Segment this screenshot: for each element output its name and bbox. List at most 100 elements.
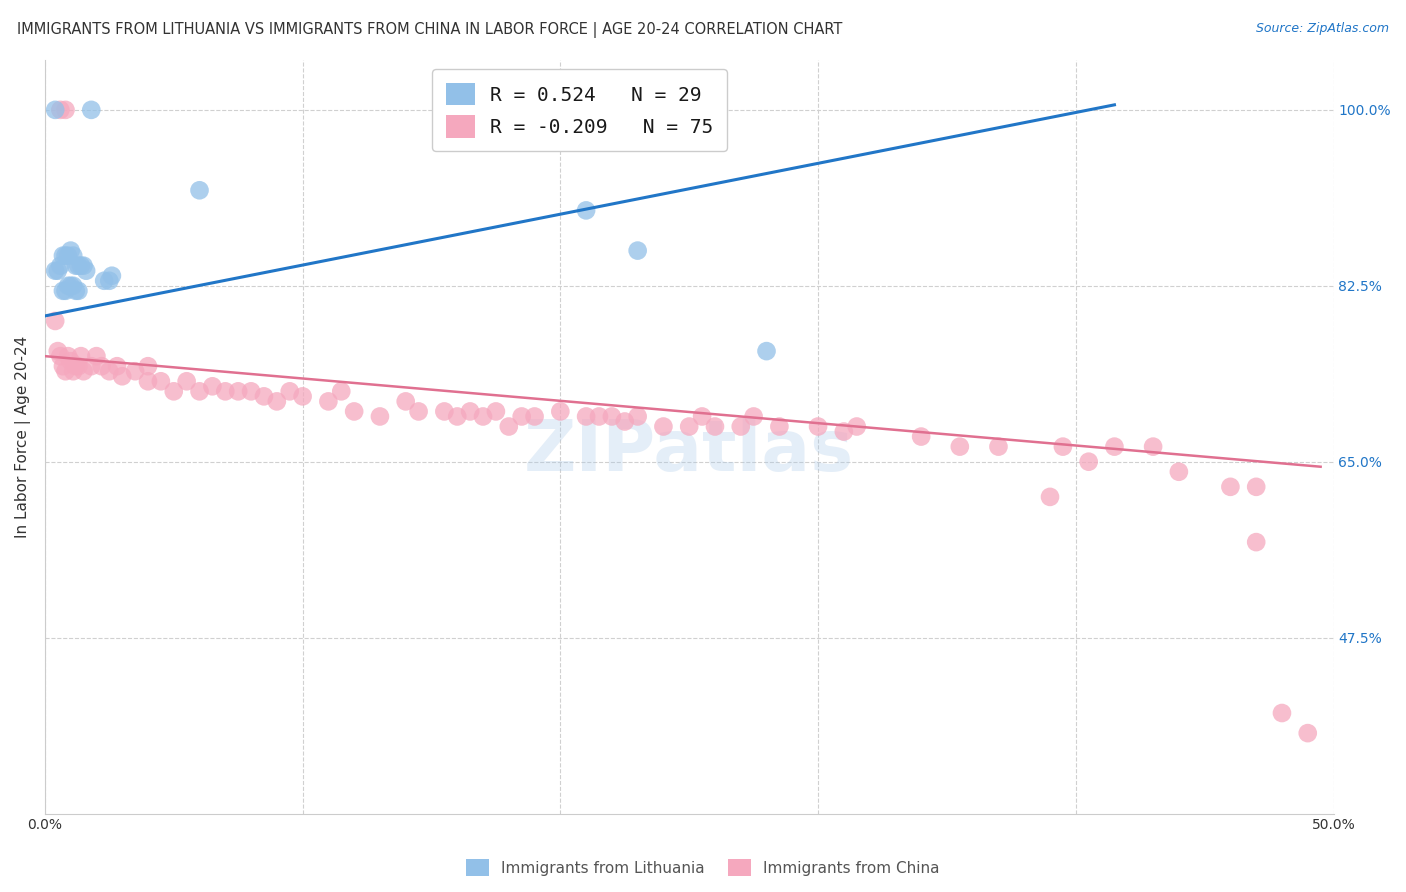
Point bbox=[278, 384, 301, 399]
Point bbox=[56, 249, 79, 263]
Point bbox=[163, 384, 186, 399]
Point bbox=[446, 409, 468, 424]
Point bbox=[124, 364, 146, 378]
Point bbox=[226, 384, 249, 399]
Point bbox=[472, 409, 495, 424]
Point bbox=[188, 183, 211, 197]
Point bbox=[70, 259, 93, 273]
Point bbox=[70, 349, 93, 363]
Point bbox=[62, 364, 84, 378]
Point bbox=[80, 103, 103, 117]
Point bbox=[690, 409, 713, 424]
Point bbox=[136, 359, 159, 374]
Point bbox=[201, 379, 224, 393]
Point bbox=[523, 409, 546, 424]
Point bbox=[80, 359, 103, 374]
Y-axis label: In Labor Force | Age 20-24: In Labor Force | Age 20-24 bbox=[15, 335, 31, 538]
Point bbox=[949, 440, 972, 454]
Point bbox=[1052, 440, 1074, 454]
Point bbox=[55, 284, 77, 298]
Point bbox=[56, 278, 79, 293]
Point bbox=[67, 284, 90, 298]
Point bbox=[395, 394, 418, 409]
Point bbox=[613, 415, 636, 429]
Point bbox=[62, 278, 84, 293]
Point bbox=[67, 359, 90, 374]
Point bbox=[55, 364, 77, 378]
Point bbox=[86, 349, 108, 363]
Point bbox=[318, 394, 340, 409]
Point bbox=[176, 374, 198, 388]
Point bbox=[98, 364, 121, 378]
Legend: R = 0.524   N = 29, R = -0.209   N = 75: R = 0.524 N = 29, R = -0.209 N = 75 bbox=[432, 70, 727, 151]
Point bbox=[408, 404, 430, 418]
Text: ZIPatlas: ZIPatlas bbox=[524, 417, 855, 486]
Point bbox=[55, 103, 77, 117]
Point bbox=[550, 404, 572, 418]
Point bbox=[93, 274, 115, 288]
Point bbox=[1244, 480, 1267, 494]
Point bbox=[55, 249, 77, 263]
Point bbox=[910, 429, 932, 443]
Point bbox=[90, 359, 112, 374]
Point bbox=[52, 359, 75, 374]
Point bbox=[987, 440, 1010, 454]
Point bbox=[105, 359, 128, 374]
Point bbox=[59, 278, 82, 293]
Point bbox=[49, 259, 72, 273]
Point bbox=[730, 419, 752, 434]
Point bbox=[510, 409, 533, 424]
Point bbox=[65, 259, 87, 273]
Point bbox=[600, 409, 623, 424]
Point bbox=[575, 203, 598, 218]
Legend: Immigrants from Lithuania, Immigrants from China: Immigrants from Lithuania, Immigrants fr… bbox=[460, 853, 946, 882]
Point bbox=[44, 263, 66, 277]
Point bbox=[433, 404, 456, 418]
Point bbox=[627, 409, 650, 424]
Point bbox=[62, 249, 84, 263]
Point bbox=[52, 249, 75, 263]
Point bbox=[330, 384, 353, 399]
Point bbox=[188, 384, 211, 399]
Point bbox=[46, 344, 69, 359]
Point bbox=[845, 419, 868, 434]
Text: IMMIGRANTS FROM LITHUANIA VS IMMIGRANTS FROM CHINA IN LABOR FORCE | AGE 20-24 CO: IMMIGRANTS FROM LITHUANIA VS IMMIGRANTS … bbox=[17, 22, 842, 38]
Point bbox=[253, 389, 276, 403]
Point bbox=[65, 284, 87, 298]
Point bbox=[72, 364, 94, 378]
Point bbox=[98, 274, 121, 288]
Point bbox=[742, 409, 765, 424]
Point bbox=[149, 374, 172, 388]
Text: Source: ZipAtlas.com: Source: ZipAtlas.com bbox=[1256, 22, 1389, 36]
Point bbox=[1219, 480, 1241, 494]
Point bbox=[72, 259, 94, 273]
Point bbox=[56, 349, 79, 363]
Point bbox=[485, 404, 508, 418]
Point bbox=[59, 244, 82, 258]
Point bbox=[291, 389, 314, 403]
Point bbox=[214, 384, 236, 399]
Point bbox=[67, 259, 90, 273]
Point bbox=[1039, 490, 1062, 504]
Point bbox=[46, 263, 69, 277]
Point bbox=[704, 419, 727, 434]
Point bbox=[755, 344, 778, 359]
Point bbox=[458, 404, 481, 418]
Point bbox=[49, 103, 72, 117]
Point bbox=[1104, 440, 1126, 454]
Point bbox=[75, 263, 97, 277]
Point bbox=[627, 244, 650, 258]
Point bbox=[1167, 465, 1189, 479]
Point bbox=[678, 419, 700, 434]
Point bbox=[240, 384, 263, 399]
Point bbox=[768, 419, 790, 434]
Point bbox=[101, 268, 124, 283]
Point bbox=[652, 419, 675, 434]
Point bbox=[136, 374, 159, 388]
Point bbox=[832, 425, 855, 439]
Point bbox=[49, 349, 72, 363]
Point bbox=[1296, 726, 1319, 740]
Point bbox=[1142, 440, 1164, 454]
Point bbox=[1271, 706, 1294, 720]
Point bbox=[1244, 535, 1267, 549]
